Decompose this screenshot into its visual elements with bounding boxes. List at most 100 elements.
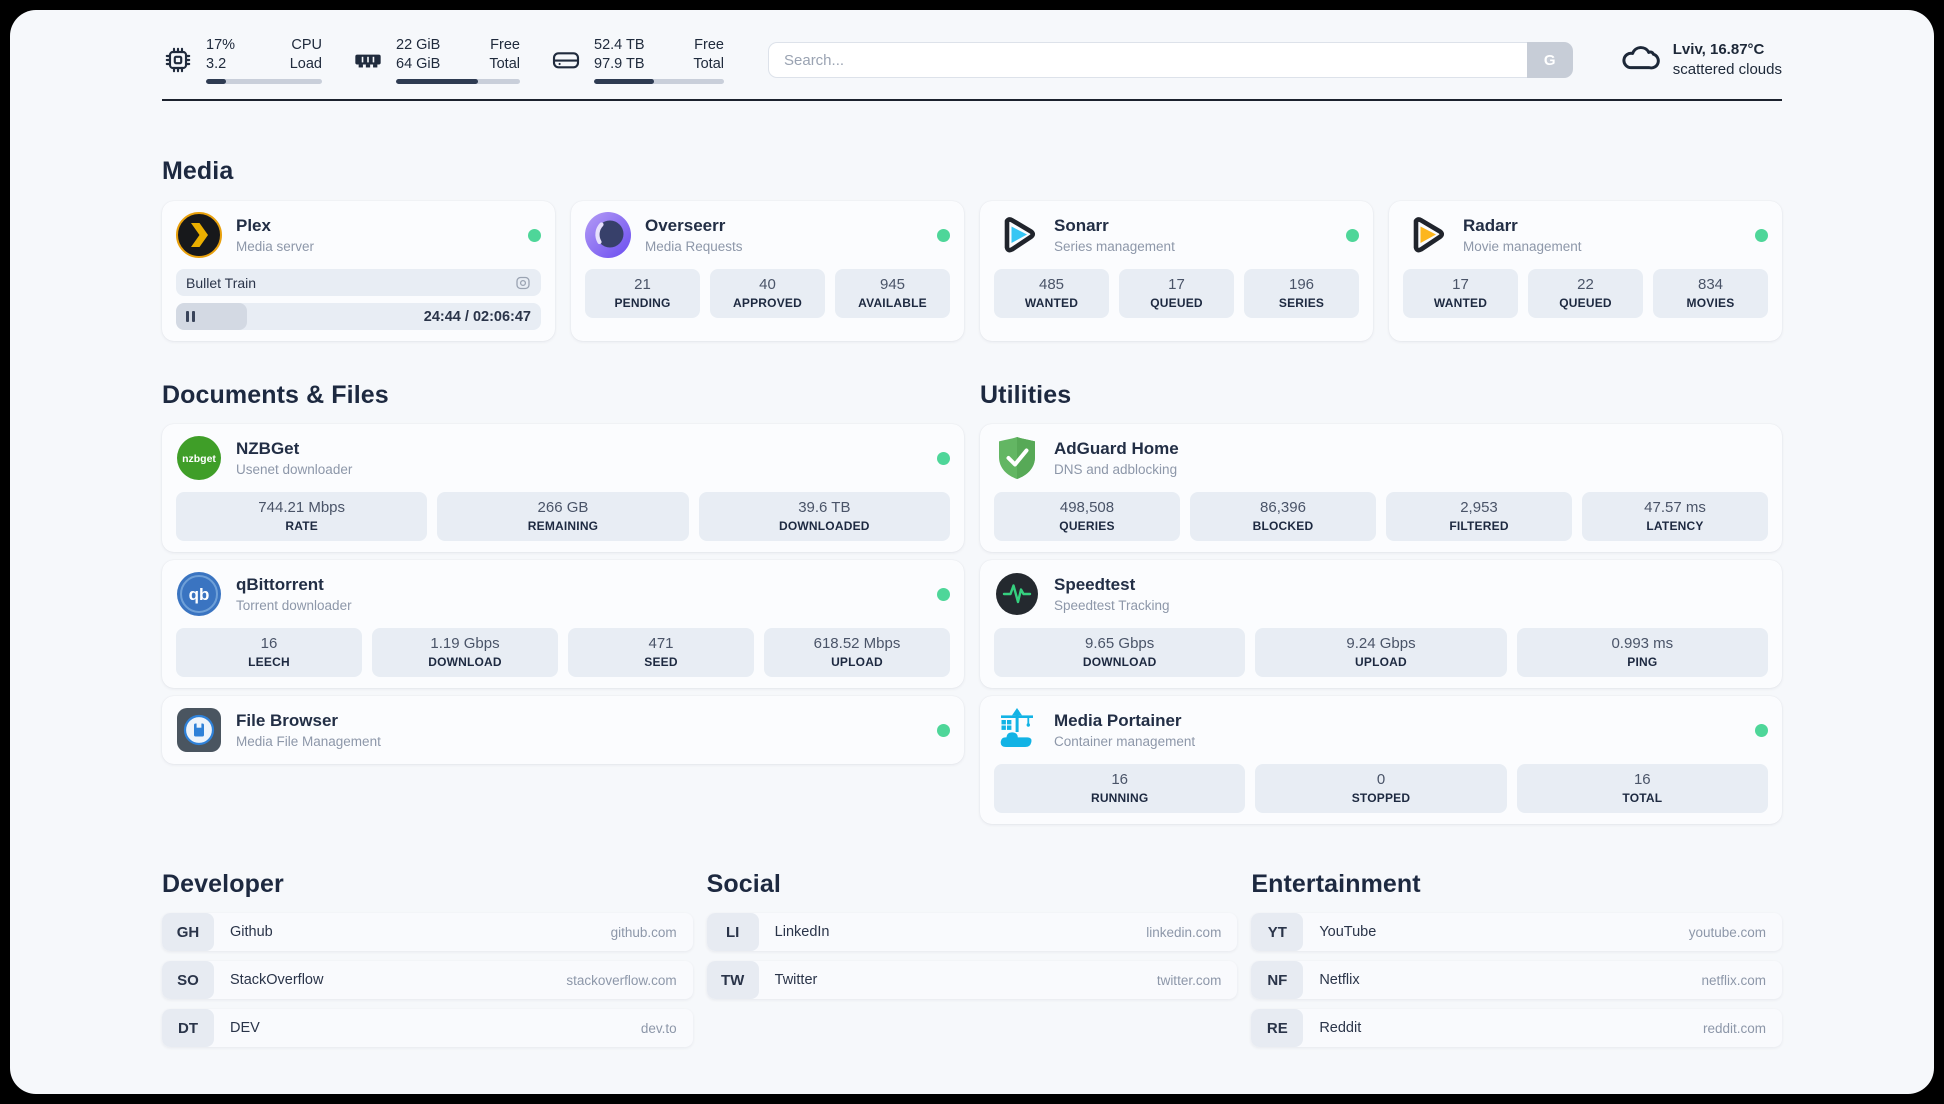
section-title-utilities: Utilities (980, 381, 1072, 409)
disk-total-value: 97.9 TB (594, 56, 645, 72)
status-online-dot (528, 228, 541, 242)
section-title-documents: Documents & Files (162, 381, 389, 409)
link-badge: TW (706, 961, 759, 999)
stat-ping: 0.993 ms PING (1516, 628, 1768, 677)
app-name: NZBGet (236, 439, 300, 458)
stat-rate: 744.21 Mbps RATE (176, 492, 428, 541)
stat-download: 1.19 Gbps DOWNLOAD (372, 628, 558, 677)
search-engine-button[interactable]: G (1526, 42, 1573, 78)
cpu-load-label: Load (289, 56, 322, 72)
app-name: File Browser (236, 711, 339, 730)
app-card-nzbget[interactable]: nzbget NZBGet Usenet downloader 744.21 M… (162, 424, 964, 552)
link-netflix[interactable]: NF Netflix netflix.com (1251, 961, 1782, 999)
plex-icon (176, 212, 222, 258)
cloud-icon (1619, 37, 1661, 84)
app-description: Media File Management (236, 734, 381, 749)
link-linkedin[interactable]: LI LinkedIn linkedin.com (706, 913, 1238, 951)
speedtest-icon (994, 571, 1040, 617)
memory-total-value: 64 GiB (396, 56, 441, 72)
status-online-dot (937, 451, 950, 465)
app-card-speedtest[interactable]: Speedtest Speedtest Tracking 9.65 Gbps DO… (980, 560, 1782, 688)
stat-wanted: 485 WANTED (994, 269, 1109, 318)
app-name: Plex (236, 216, 271, 235)
link-twitter[interactable]: TW Twitter twitter.com (706, 961, 1238, 999)
stat-approved: 40 APPROVED (710, 269, 825, 318)
search-input[interactable] (768, 42, 1527, 78)
sonarr-icon (994, 212, 1040, 258)
entertainment-section: Entertainment YT YouTube youtube.com NF … (1251, 870, 1782, 1047)
status-online-dot (1346, 228, 1359, 242)
stat-upload: 618.52 Mbps UPLOAD (764, 628, 950, 677)
link-badge: DT (162, 1009, 214, 1047)
memory-free-label: Free (490, 37, 520, 53)
app-card-plex[interactable]: Plex Media server Bullet Train 24:44 / 0… (162, 201, 555, 341)
stat-wanted: 17 WANTED (1403, 269, 1518, 318)
app-card-overseerr[interactable]: Overseerr Media Requests 21 PENDING 40 APP… (571, 201, 964, 341)
adguard-icon (994, 435, 1040, 481)
app-card-radarr[interactable]: Radarr Movie management 17 WANTED 22 QUEUE… (1389, 201, 1782, 341)
link-dev[interactable]: DT DEV dev.to (162, 1009, 693, 1047)
disk-free-value: 52.4 TB (594, 37, 645, 53)
status-online-dot (937, 587, 950, 601)
stat-remaining: 266 GB REMAINING (437, 492, 689, 541)
stat-upload: 9.24 Gbps UPLOAD (1255, 628, 1507, 677)
stat-filtered: 2,953 FILTERED (1386, 492, 1572, 541)
link-reddit[interactable]: RE Reddit reddit.com (1251, 1009, 1782, 1047)
app-name: qBittorrent (236, 575, 324, 594)
app-card-adguard[interactable]: AdGuard Home DNS and adblocking 498,508 Q… (980, 424, 1782, 552)
disk-widget: 52.4 TB 97.9 TB Free Total (550, 36, 724, 84)
cpu-load-value: 3.2 (206, 56, 227, 72)
filebrowser-icon (176, 707, 222, 753)
app-description: Media server (236, 239, 315, 254)
status-online-dot (937, 723, 950, 737)
weather-widget[interactable]: Lviv, 16.87°C scattered clouds (1619, 37, 1782, 84)
pause-button[interactable] (186, 311, 195, 322)
stat-queued: 17 QUEUED (1119, 269, 1234, 318)
link-badge: RE (1251, 1009, 1304, 1047)
memory-widget: 22 GiB 64 GiB Free Total (352, 36, 520, 84)
stat-leech: 16 LEECH (176, 628, 362, 677)
memory-free-value: 22 GiB (396, 37, 441, 53)
app-name: Media Portainer (1054, 711, 1182, 730)
cpu-usage-value: 17% (206, 37, 236, 53)
status-online-dot (1755, 723, 1768, 737)
playback-time: 24:44 / 02:06:47 (423, 308, 531, 325)
dashboard-panel: 17% 3.2 CPU Load (10, 10, 1934, 1094)
section-title-developer: Developer (162, 870, 284, 898)
stat-download: 9.65 Gbps DOWNLOAD (994, 628, 1246, 677)
svg-text:nzbget: nzbget (182, 453, 216, 465)
app-description: Media Requests (645, 239, 743, 254)
playback-progress-row: 24:44 / 02:06:47 (176, 303, 541, 330)
section-title-social: Social (706, 870, 781, 898)
media-grid: Plex Media server Bullet Train 24:44 / 0… (162, 201, 1782, 341)
memory-progress-bar (396, 79, 520, 84)
nzbget-icon: nzbget (176, 435, 222, 481)
search-bar: G (768, 42, 1573, 78)
cpu-widget: 17% 3.2 CPU Load (162, 36, 322, 84)
utilities-column: Utilities AdGuard Home (980, 381, 1782, 824)
link-stackoverflow[interactable]: SO StackOverflow stackoverflow.com (162, 961, 693, 999)
app-card-qbittorrent[interactable]: qb qBittorrent Torrent downloader 16 LEEC… (162, 560, 964, 688)
app-description: Torrent downloader (236, 598, 352, 613)
link-github[interactable]: GH Github github.com (162, 913, 693, 951)
now-playing-row: Bullet Train (176, 269, 541, 296)
portainer-icon (994, 707, 1040, 753)
app-name: Radarr (1463, 216, 1518, 235)
status-online-dot (1755, 228, 1768, 242)
app-card-sonarr[interactable]: Sonarr Series management 485 WANTED 17 QUE… (980, 201, 1373, 341)
stat-downloaded: 39.6 TB DOWNLOADED (698, 492, 950, 541)
app-card-portainer[interactable]: Media Portainer Container management 16 R… (980, 696, 1782, 824)
weather-location-temp: Lviv, 16.87°C (1672, 41, 1765, 58)
app-card-filebrowser[interactable]: File Browser Media File Management (162, 696, 964, 764)
cpu-progress-bar (206, 79, 322, 84)
app-description: Series management (1054, 239, 1175, 254)
app-description: Movie management (1463, 239, 1582, 254)
link-badge: GH (162, 913, 214, 951)
app-description: Container management (1054, 734, 1196, 749)
app-name: Sonarr (1054, 216, 1109, 235)
link-youtube[interactable]: YT YouTube youtube.com (1251, 913, 1782, 951)
section-title-entertainment: Entertainment (1251, 870, 1421, 898)
top-bar: 17% 3.2 CPU Load (162, 10, 1782, 84)
stat-stopped: 0 STOPPED (1255, 764, 1507, 813)
cpu-chip-icon (162, 44, 194, 76)
